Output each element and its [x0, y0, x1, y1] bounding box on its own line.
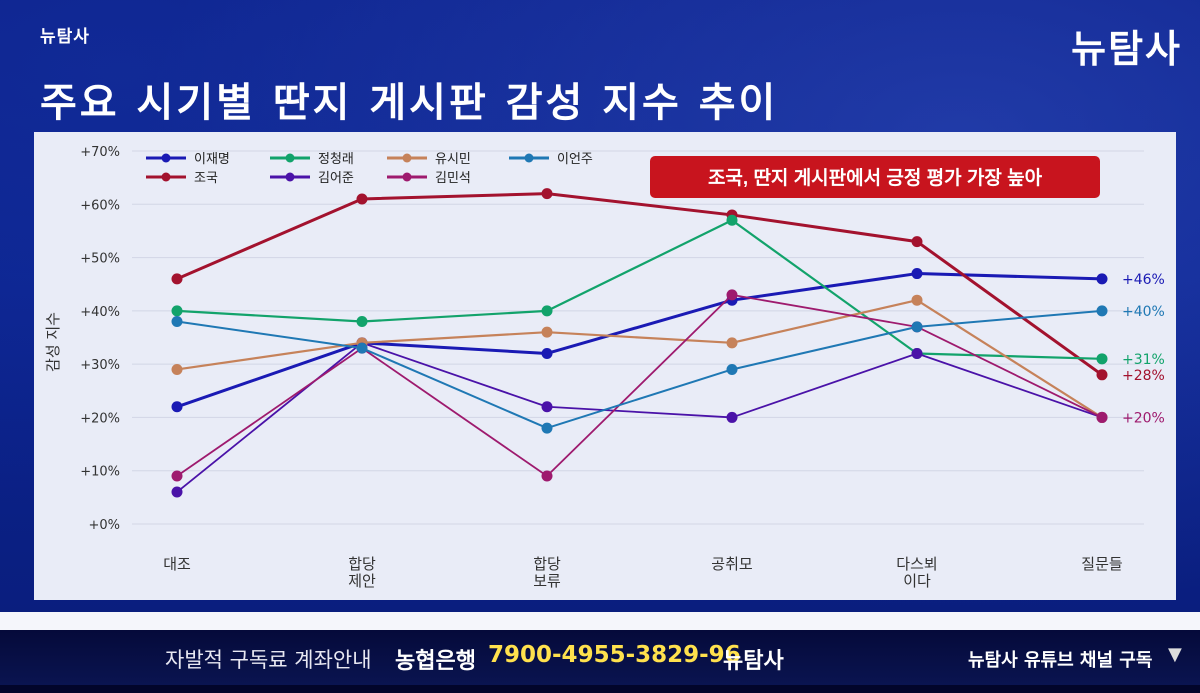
- account-number: 7900-4955-3829-96: [488, 642, 741, 668]
- end-value-label: +20%: [1122, 410, 1165, 426]
- channel-logo-large: 뉴탐사: [1071, 27, 1182, 71]
- y-tick-label: +70%: [80, 145, 120, 160]
- chevron-down-icon: ▼: [1168, 644, 1182, 665]
- legend-marker: [161, 153, 171, 163]
- legend-label: 이재명: [194, 152, 230, 167]
- series-line: [176, 192, 1103, 377]
- y-tick-label: +60%: [80, 198, 120, 213]
- x-tick-label: 이다: [903, 572, 931, 590]
- bank-name: 농협은행: [395, 649, 476, 674]
- data-point: [1096, 369, 1108, 381]
- data-point: [1096, 305, 1108, 317]
- donation-ticker: 자발적 구독료 계좌안내 농협은행 7900-4955-3829-96 뉴탐사 …: [0, 630, 1200, 685]
- x-tick-label: 제안: [348, 572, 376, 590]
- subscribe-text[interactable]: 뉴탐사 유튜브 채널 구독: [968, 650, 1153, 671]
- legend-marker: [285, 172, 295, 182]
- end-value-label: +31%: [1122, 352, 1165, 368]
- data-point: [911, 321, 923, 333]
- channel-logo-small: 뉴탐사: [40, 27, 90, 47]
- data-point: [171, 401, 183, 413]
- data-point: [1096, 273, 1108, 285]
- data-point: [911, 268, 923, 280]
- data-point: [171, 486, 183, 498]
- data-point: [911, 347, 923, 359]
- data-point: [171, 470, 183, 482]
- series-line: [176, 272, 1103, 409]
- x-tick-label: 합당: [348, 555, 376, 573]
- series-layer: [171, 188, 1108, 498]
- data-point: [726, 214, 738, 226]
- end-value-label: +46%: [1122, 272, 1165, 288]
- series-line: [176, 293, 1103, 477]
- data-point: [541, 347, 553, 359]
- legend-marker: [524, 153, 534, 163]
- data-point: [1096, 411, 1108, 423]
- legend-label: 조국: [194, 171, 218, 186]
- x-tick-label: 공취모: [711, 555, 753, 573]
- y-tick-label: +20%: [80, 411, 120, 426]
- bottom-light-bar: [0, 612, 1200, 630]
- y-tick-label: +30%: [80, 358, 120, 373]
- data-point: [171, 273, 183, 285]
- legend-label: 이언주: [557, 152, 593, 167]
- data-point: [1096, 353, 1108, 365]
- end-value-label: +40%: [1122, 304, 1165, 320]
- legend-label: 정청래: [318, 152, 354, 167]
- x-tick-label: 다스뵈: [896, 555, 937, 573]
- ticker-brand: 뉴탐사: [723, 649, 784, 674]
- y-tick-label: +50%: [80, 252, 120, 267]
- bottom-strip: [0, 685, 1200, 693]
- legend-marker: [402, 172, 412, 182]
- series-line: [176, 341, 1103, 493]
- data-point: [541, 305, 553, 317]
- series-line: [176, 219, 1103, 360]
- data-point: [356, 193, 368, 205]
- data-point: [726, 337, 738, 349]
- series-line: [176, 299, 1103, 419]
- x-tick-label: 대조: [163, 555, 191, 573]
- x-tick-label: 합당: [533, 555, 561, 573]
- page-title: 주요 시기별 딴지 게시판 감성 지수 추이: [40, 80, 779, 126]
- donation-label: 자발적 구독료 계좌안내: [165, 648, 372, 672]
- y-tick-label: +0%: [88, 518, 120, 533]
- legend-marker: [161, 172, 171, 182]
- data-point: [171, 363, 183, 375]
- legend-marker: [402, 153, 412, 163]
- legend-marker: [285, 153, 295, 163]
- end-value-label: +28%: [1122, 368, 1165, 384]
- callout-box: [650, 156, 1100, 198]
- data-point: [171, 305, 183, 317]
- data-point: [911, 236, 923, 248]
- data-point: [541, 470, 553, 482]
- x-tick-label: 질문들: [1081, 555, 1123, 573]
- data-point: [356, 316, 368, 328]
- y-axis-label: 감성 지수: [44, 312, 62, 372]
- callout-text: 조국, 딴지 게시판에서 긍정 평가 가장 높아: [708, 167, 1043, 189]
- data-point: [726, 363, 738, 375]
- data-point: [726, 289, 738, 301]
- x-tick-label: 보류: [533, 572, 561, 590]
- data-point: [541, 326, 553, 338]
- legend-label: 유시민: [435, 152, 471, 167]
- legend-label: 김민석: [435, 171, 471, 186]
- data-point: [726, 411, 738, 423]
- data-point: [541, 422, 553, 434]
- data-point: [541, 188, 553, 200]
- y-tick-label: +10%: [80, 465, 120, 480]
- data-point: [911, 294, 923, 306]
- series-line: [176, 309, 1103, 430]
- y-tick-label: +40%: [80, 305, 120, 320]
- data-point: [171, 316, 183, 328]
- callout-layer: 조국, 딴지 게시판에서 긍정 평가 가장 높아: [650, 156, 1100, 198]
- legend-label: 김어준: [318, 171, 354, 186]
- data-point: [356, 342, 368, 354]
- data-point: [541, 401, 553, 413]
